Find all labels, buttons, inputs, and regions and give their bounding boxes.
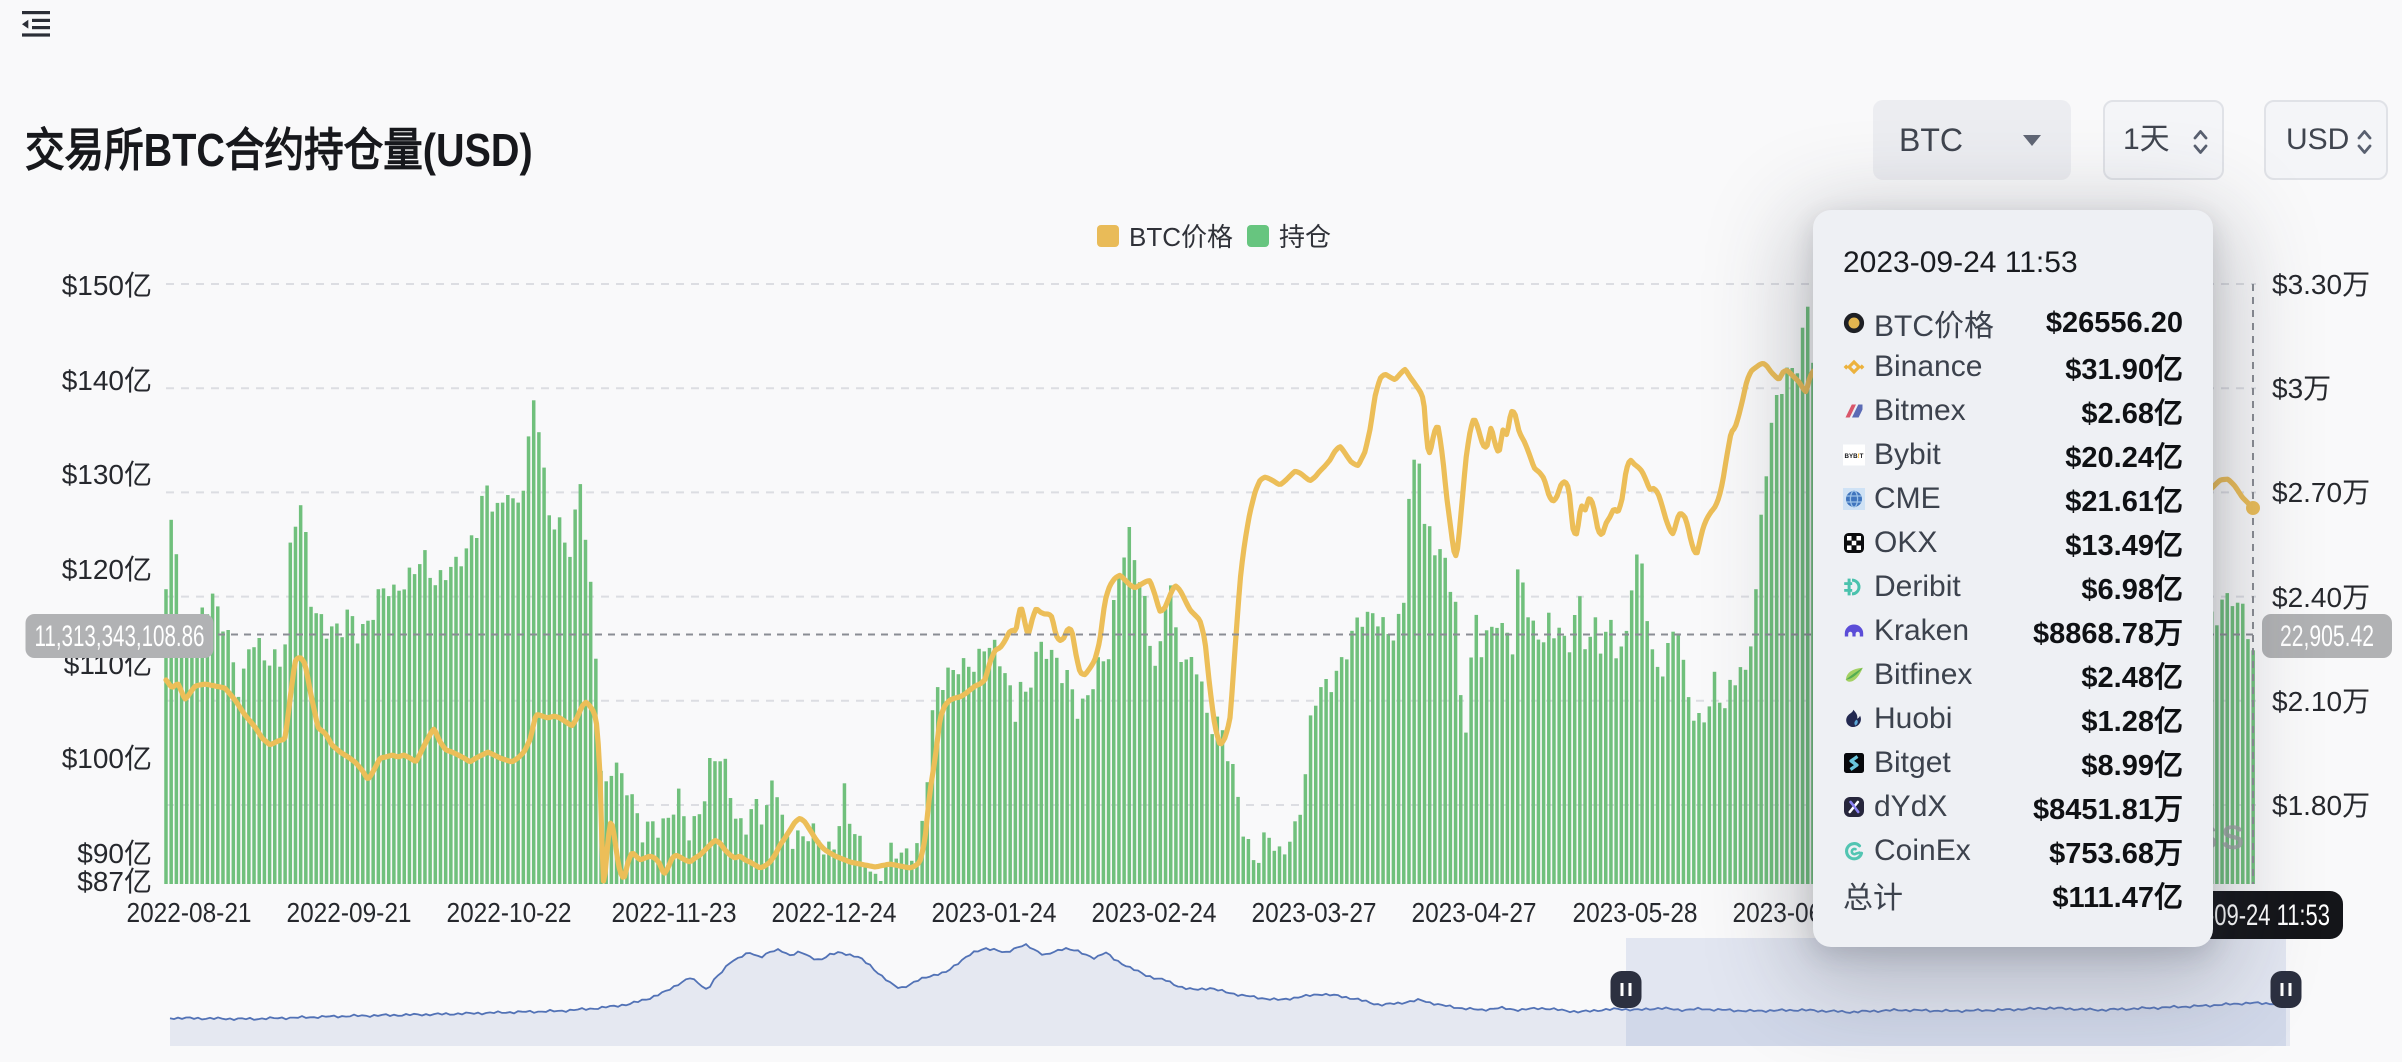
svg-text:$2.40万: $2.40万 xyxy=(2272,582,2370,613)
svg-text:$3万: $3万 xyxy=(2272,373,2331,404)
svg-text:2022-09-21: 2022-09-21 xyxy=(287,897,412,928)
svg-text:$1.80万: $1.80万 xyxy=(2272,790,2370,821)
svg-text:$87亿: $87亿 xyxy=(77,866,152,897)
svg-text:2022-11-23: 2022-11-23 xyxy=(612,897,737,928)
svg-text:$130亿: $130亿 xyxy=(62,459,152,490)
svg-text:2023-04-27: 2023-04-27 xyxy=(1412,897,1537,928)
svg-text:BYB!T: BYB!T xyxy=(1845,453,1864,460)
svg-text:2022-08-21: 2022-08-21 xyxy=(127,897,252,928)
svg-text:$3.30万: $3.30万 xyxy=(2272,269,2370,300)
svg-text:2023-05-28: 2023-05-28 xyxy=(1573,897,1698,928)
svg-text:$140亿: $140亿 xyxy=(62,365,152,396)
svg-text:22,905.42: 22,905.42 xyxy=(2280,620,2374,653)
svg-text:$100亿: $100亿 xyxy=(62,743,152,774)
svg-text:$2.70万: $2.70万 xyxy=(2272,477,2370,508)
svg-text:2022-10-22: 2022-10-22 xyxy=(447,897,572,928)
svg-text:$2.10万: $2.10万 xyxy=(2272,686,2370,717)
svg-text:$120亿: $120亿 xyxy=(62,554,152,585)
svg-text:2023-01-24: 2023-01-24 xyxy=(932,897,1057,928)
svg-text:2023-02-24: 2023-02-24 xyxy=(1092,897,1217,928)
svg-text:2023-03-27: 2023-03-27 xyxy=(1252,897,1377,928)
svg-text:$150亿: $150亿 xyxy=(62,270,152,301)
svg-text:11,313,343,108.86: 11,313,343,108.86 xyxy=(35,620,205,653)
svg-text:2022-12-24: 2022-12-24 xyxy=(772,897,897,928)
svg-text:$90亿: $90亿 xyxy=(77,838,152,869)
